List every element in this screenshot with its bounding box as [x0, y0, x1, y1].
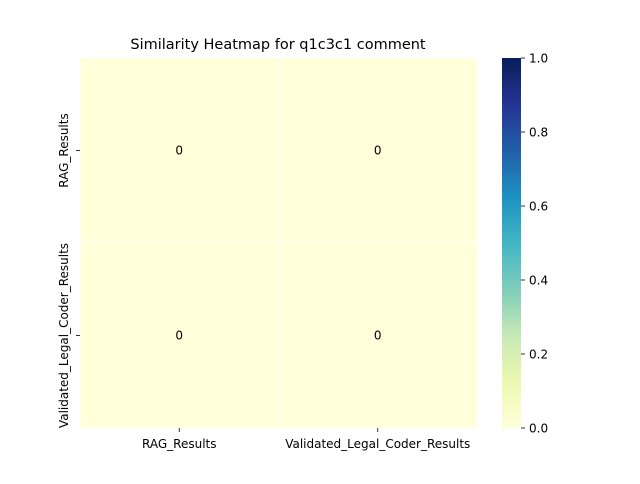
colorbar-tick-label: 0.6: [529, 200, 548, 214]
heatmap-cell: [278, 242, 478, 429]
cell-annotations: 0 0 0 0: [175, 144, 381, 343]
y-tick-label: Validated_Legal_Coder_Results: [57, 243, 71, 428]
cell-annotation: 0: [175, 144, 183, 158]
colorbar-tick-label: 0.0: [529, 422, 548, 436]
cell-annotation: 0: [175, 329, 183, 343]
colorbar-ticks: 0.0 0.2 0.4 0.6 0.8 1.0: [521, 52, 548, 436]
heatmap-cell: [79, 57, 279, 244]
heatmap-cells: [79, 57, 478, 429]
heatmap-cell: [278, 57, 478, 244]
x-tick-label: Validated_Legal_Coder_Results: [285, 437, 470, 451]
colorbar-tick-label: 0.8: [529, 126, 548, 140]
heatmap-cell: [79, 242, 279, 429]
cell-annotation: 0: [374, 329, 382, 343]
colorbar: 0.0 0.2 0.4 0.6 0.8 1.0: [502, 52, 548, 436]
chart-title: Similarity Heatmap for q1c3c1 comment: [130, 37, 426, 53]
y-axis: RAG_Results Validated_Legal_Coder_Results: [57, 113, 80, 428]
colorbar-tick-label: 0.2: [529, 348, 548, 362]
colorbar-gradient: [502, 58, 521, 428]
colorbar-tick-label: 0.4: [529, 274, 548, 288]
x-tick-label: RAG_Results: [142, 437, 216, 451]
colorbar-tick-label: 1.0: [529, 52, 548, 66]
cell-annotation: 0: [374, 144, 382, 158]
y-tick-label: RAG_Results: [57, 113, 71, 187]
x-axis: RAG_Results Validated_Legal_Coder_Results: [142, 428, 470, 451]
